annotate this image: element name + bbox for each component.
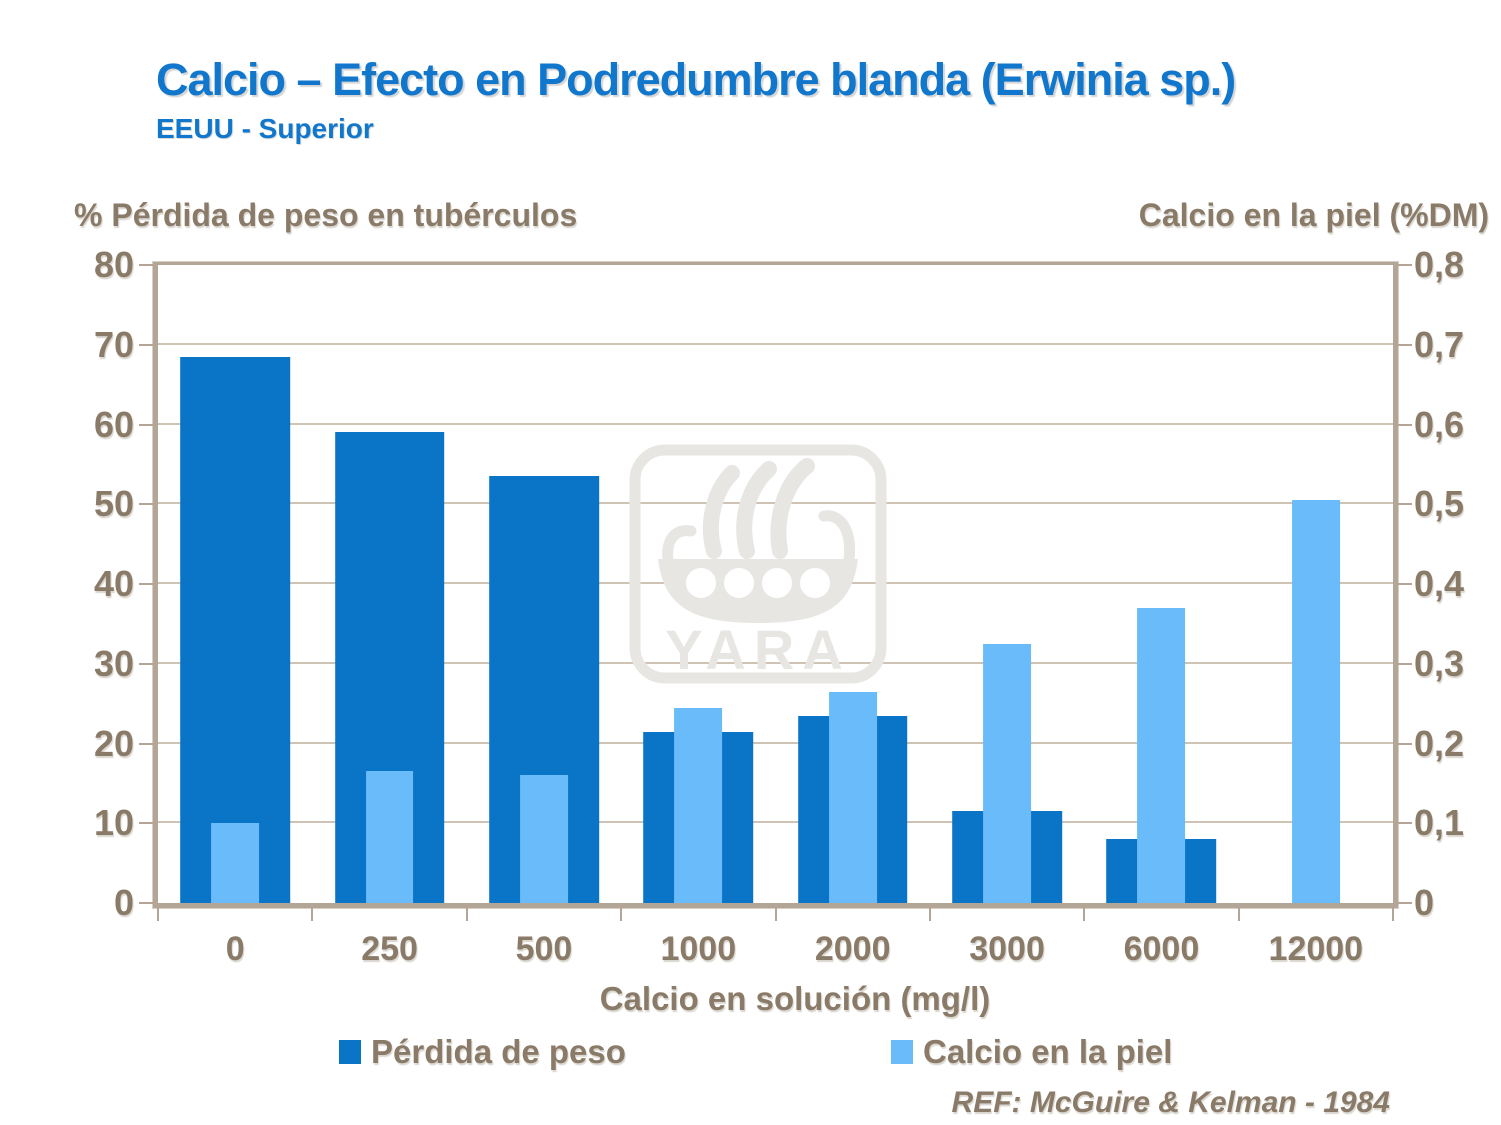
right-axis-tick-label-0,6: 0,6 xyxy=(1414,403,1465,445)
x-axis-tick-mark xyxy=(157,908,159,921)
x-axis-tick-mark xyxy=(1392,908,1394,921)
right-axis-tick-mark xyxy=(1398,343,1412,346)
bar-group-6000 xyxy=(1084,265,1238,903)
bar-group-500 xyxy=(467,265,621,903)
right-axis-title: Calcio en la piel (%DM) xyxy=(1138,197,1489,233)
x-axis-tick-mark xyxy=(928,908,931,921)
legend-item-perdida-de-peso: Pérdida de peso xyxy=(339,1033,626,1071)
bar-calcio-en-la-piel-500 xyxy=(520,775,568,903)
right-axis-tick-label-0,1: 0,1 xyxy=(1414,802,1465,844)
bar-perdida-de-peso-0 xyxy=(180,356,290,903)
bar-group-1000 xyxy=(621,265,775,903)
x-axis-label-6000: 6000 xyxy=(1123,930,1200,968)
right-axis-tick-mark xyxy=(1398,583,1412,585)
bar-calcio-en-la-piel-12000 xyxy=(1291,500,1340,903)
bar-calcio-en-la-piel-6000 xyxy=(1137,607,1186,903)
left-axis-tick-label-10: 10 xyxy=(93,802,134,844)
right-axis-tick-label-0,7: 0,7 xyxy=(1414,323,1465,365)
left-axis-tick-mark xyxy=(139,423,153,426)
x-axis-label-250: 250 xyxy=(361,930,418,968)
viking-hull-icon xyxy=(658,559,858,623)
legend-swatch-dark-blue xyxy=(339,1040,361,1064)
x-axis-tick-mark xyxy=(1083,908,1086,921)
x-axis-label-3000: 3000 xyxy=(969,930,1045,968)
right-axis-tick-label-0,4: 0,4 xyxy=(1414,563,1465,604)
left-axis-tick-label-0: 0 xyxy=(113,882,134,923)
right-axis-tick-mark xyxy=(1398,742,1412,745)
watermark-wordmark: YARA xyxy=(665,618,851,681)
x-axis-label-0: 0 xyxy=(225,930,245,968)
bar-group-2000 xyxy=(776,265,930,903)
right-axis-tick-mark xyxy=(1398,822,1412,825)
bar-group-3000 xyxy=(930,265,1084,903)
x-axis-tick-mark xyxy=(311,908,314,921)
left-axis-tick-label-70: 70 xyxy=(93,323,134,365)
x-axis-title: Calcio en solución (mg/l) xyxy=(599,980,991,1017)
left-axis-tick-label-50: 50 xyxy=(93,483,134,525)
x-axis-tick-mark xyxy=(1237,908,1240,921)
viking-sails-icon xyxy=(702,458,815,559)
legend-item-calcio-en-la-piel: Calcio en la piel xyxy=(891,1033,1172,1071)
x-axis-label-12000: 12000 xyxy=(1268,930,1364,968)
right-axis-tick-mark xyxy=(1398,902,1412,904)
bar-calcio-en-la-piel-2000 xyxy=(828,691,877,903)
gridline-10 xyxy=(158,821,1393,824)
right-axis-tick-label-0,5: 0,5 xyxy=(1414,483,1465,525)
x-axis-label-1000: 1000 xyxy=(660,930,737,968)
gridline-30 xyxy=(158,661,1393,664)
legend-label: Calcio en la piel xyxy=(923,1033,1173,1070)
x-axis-label-2000: 2000 xyxy=(814,930,891,968)
left-axis-title: % Pérdida de peso en tubérculos xyxy=(74,197,578,233)
right-axis-tick-mark xyxy=(1398,264,1412,266)
right-axis-tick-label-0,8: 0,8 xyxy=(1414,244,1465,285)
gridline-70 xyxy=(158,342,1393,345)
left-axis-tick-label-80: 80 xyxy=(93,244,134,285)
x-axis-label-500: 500 xyxy=(515,930,573,968)
right-axis-tick-mark xyxy=(1398,662,1412,665)
left-axis-tick-mark xyxy=(139,662,153,665)
right-axis-tick-label-0: 0 xyxy=(1414,882,1435,923)
left-axis-tick-mark xyxy=(139,742,153,745)
bar-calcio-en-la-piel-0 xyxy=(211,823,260,903)
plot-area: YARA xyxy=(153,262,1398,908)
bar-calcio-en-la-piel-250 xyxy=(365,771,414,903)
x-axis-tick-mark xyxy=(465,908,468,921)
bar-group-0 xyxy=(158,265,312,903)
page-title: Calcio – Efecto en Podredumbre blanda (E… xyxy=(156,54,1236,105)
left-axis-tick-label-30: 30 xyxy=(93,642,134,684)
x-axis-tick-mark xyxy=(620,908,623,921)
left-axis-tick-mark xyxy=(139,902,153,904)
left-axis-tick-label-60: 60 xyxy=(93,403,134,445)
yara-logo-watermark: YARA xyxy=(629,444,887,684)
x-axis-tick-mark xyxy=(774,908,777,921)
bar-group-250 xyxy=(312,265,466,903)
reference-citation: REF: McGuire & Kelman - 1984 xyxy=(951,1086,1390,1119)
watermark-frame xyxy=(629,444,887,684)
bar-group-12000 xyxy=(1239,265,1393,903)
right-axis-tick-label-0,3: 0,3 xyxy=(1414,642,1465,684)
legend-swatch-light-blue xyxy=(891,1040,913,1064)
left-axis-tick-mark xyxy=(139,343,153,346)
page-subtitle: EEUU - Superior xyxy=(156,113,374,144)
bar-calcio-en-la-piel-3000 xyxy=(983,643,1031,903)
bar-calcio-en-la-piel-1000 xyxy=(674,707,723,903)
left-axis-tick-mark xyxy=(139,503,153,506)
right-axis-tick-mark xyxy=(1398,423,1412,426)
right-axis-tick-label-0,2: 0,2 xyxy=(1414,722,1465,764)
legend-label: Pérdida de peso xyxy=(371,1033,626,1070)
left-axis-tick-mark xyxy=(139,822,153,825)
left-axis-tick-mark xyxy=(139,583,153,585)
right-axis-tick-mark xyxy=(1398,503,1412,506)
gridline-20 xyxy=(158,741,1393,744)
left-axis-tick-mark xyxy=(139,264,153,266)
gridline-60 xyxy=(158,422,1393,425)
left-axis-tick-label-20: 20 xyxy=(93,722,134,764)
left-axis-tick-label-40: 40 xyxy=(93,563,134,604)
